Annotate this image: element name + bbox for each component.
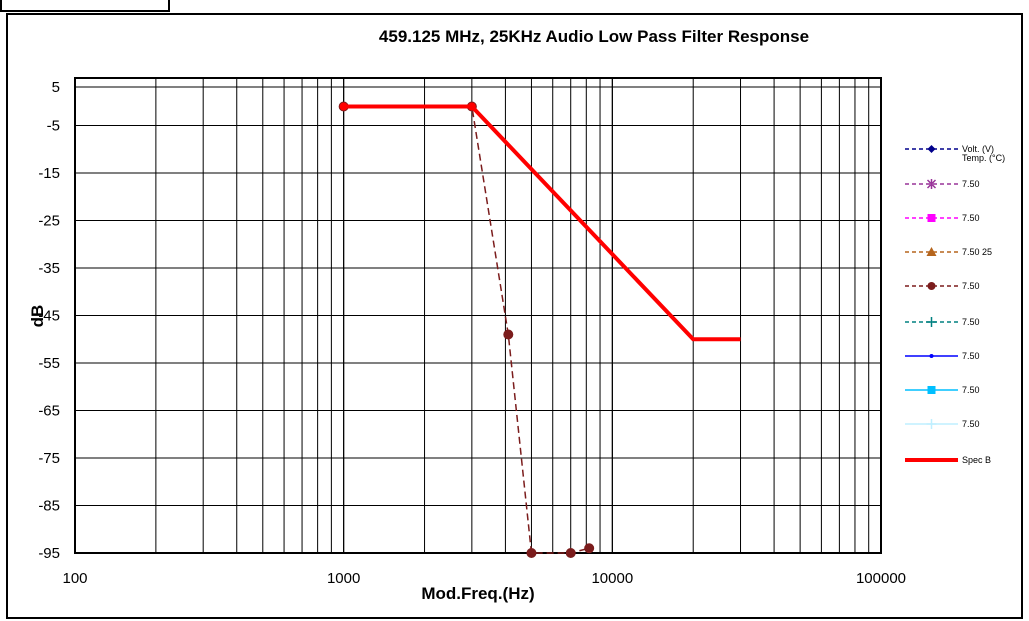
y-axis-ticks: 5 -5 -15 -25 -35 -45 -55 -65 -75 -85 -95 — [38, 79, 60, 562]
legend-label: 7.50 — [962, 281, 980, 291]
data-point — [526, 548, 537, 558]
data-point — [503, 329, 514, 340]
series-line-spec-b — [343, 104, 741, 342]
legend-label: 7.50 — [962, 317, 980, 327]
legend-label: 7.50 — [962, 419, 980, 429]
y-axis-title: dB — [28, 305, 47, 328]
data-point — [339, 102, 348, 111]
y-tick-label: -35 — [38, 260, 60, 277]
legend-marker — [927, 282, 936, 290]
series-layer — [338, 101, 741, 558]
legend-label: Volt. (V) — [962, 144, 994, 154]
x-axis-title: Mod.Freq.(Hz) — [421, 584, 534, 603]
data-point — [565, 548, 576, 558]
x-axis-ticks: 100 1000 10000 100000 — [62, 570, 906, 587]
top-left-tab-box — [0, 0, 170, 12]
legend-marker — [927, 214, 936, 222]
data-point — [584, 543, 595, 554]
x-tick-label: 1000 — [327, 570, 360, 587]
legend-marker — [929, 354, 934, 358]
y-tick-label: -85 — [38, 498, 60, 515]
legend-label: 7.50 — [962, 385, 980, 395]
data-point — [467, 102, 476, 111]
legend-marker — [926, 179, 937, 189]
legend-header: Temp. (°C) — [962, 153, 1005, 163]
y-tick-label: -5 — [47, 118, 60, 135]
legend-marker — [927, 145, 936, 153]
chart-title: 459.125 MHz, 25KHz Audio Low Pass Filter… — [379, 27, 809, 46]
legend-marker — [926, 247, 937, 256]
y-tick-label: -15 — [38, 165, 60, 182]
legend-marker — [927, 386, 936, 394]
x-tick-label: 10000 — [591, 570, 633, 587]
legend: Volt. (V)Temp. (°C) 7.50 7.50 7.50 25 7.50 7.… — [905, 144, 1005, 465]
legend-marker — [926, 419, 937, 429]
grid — [75, 78, 881, 553]
x-tick-label: 100 — [62, 570, 87, 587]
legend-label: 7.50 — [962, 213, 980, 223]
y-tick-label: -55 — [38, 355, 60, 372]
legend-label: Spec B — [962, 455, 991, 465]
y-tick-label: -25 — [38, 213, 60, 230]
x-tick-label: 100000 — [856, 570, 906, 587]
y-tick-label: -45 — [38, 308, 60, 325]
legend-label: 7.50 25 — [962, 247, 992, 257]
legend-label: 7.50 — [962, 179, 980, 189]
y-tick-label: 5 — [52, 79, 60, 96]
y-tick-label: -65 — [38, 403, 60, 420]
y-tick-label: -95 — [38, 545, 60, 562]
y-tick-label: -75 — [38, 450, 60, 467]
legend-label: 7.50 — [962, 351, 980, 361]
legend-marker — [926, 317, 937, 327]
